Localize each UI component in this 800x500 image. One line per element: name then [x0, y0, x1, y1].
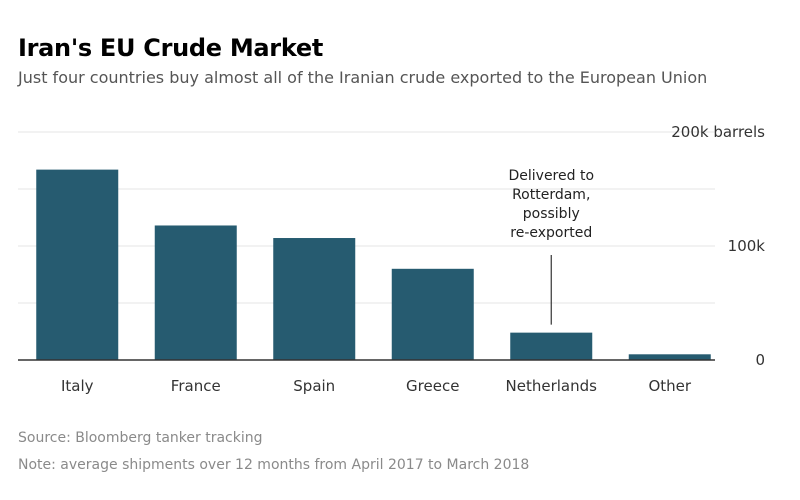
x-tick-label: Spain	[293, 377, 335, 395]
bar	[391, 268, 474, 360]
bar	[36, 169, 119, 360]
footnote: Note: average shipments over 12 months f…	[18, 457, 530, 473]
chart-title: Iran's EU Crude Market	[18, 34, 324, 62]
bar	[154, 225, 237, 360]
x-tick-label: Other	[648, 377, 691, 395]
annotation-text: possibly	[523, 206, 580, 222]
y-tick-label: 100k	[728, 237, 766, 255]
x-tick-label: Greece	[406, 377, 459, 395]
annotation-text: Rotterdam,	[512, 187, 590, 203]
x-tick-label: Netherlands	[506, 377, 598, 395]
annotation-text: re-exported	[510, 225, 592, 241]
annotation-text: Delivered to	[508, 168, 594, 184]
x-tick-label: Italy	[61, 377, 94, 395]
y-tick-label: 200k barrels	[671, 123, 765, 141]
source-note: Source: Bloomberg tanker tracking	[18, 430, 263, 446]
y-tick-label: 0	[755, 351, 765, 369]
chart-subtitle: Just four countries buy almost all of th…	[18, 68, 708, 87]
bar	[628, 354, 711, 360]
bar	[273, 238, 356, 360]
x-tick-label: France	[171, 377, 221, 395]
bar	[510, 332, 593, 360]
